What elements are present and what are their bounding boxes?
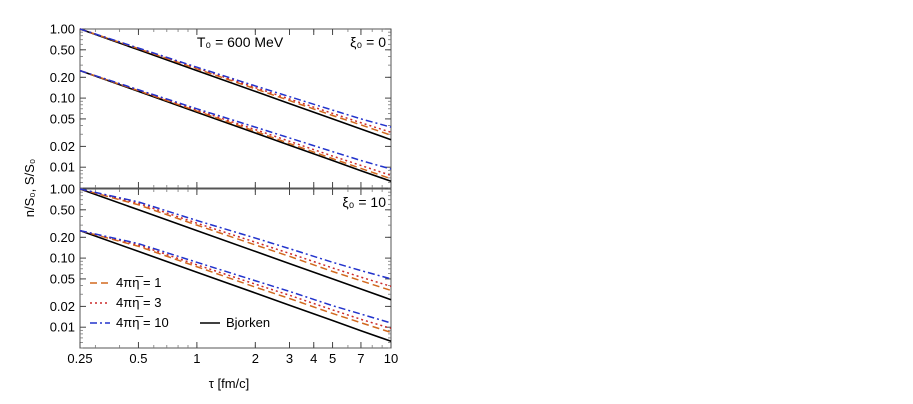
x-tick-label: 0.25 — [67, 351, 92, 366]
panel-top: 1.00 0.50 0.20 0.10 0.05 0.02 0.01 — [50, 22, 392, 189]
y-tick-label: 0.10 — [50, 91, 75, 106]
y-tick-label: 1.00 — [50, 22, 75, 37]
series-line-s-s0-dotted — [79, 188, 392, 288]
x-tick-label: 0.5 — [129, 351, 147, 366]
y-tick-label: 0.50 — [50, 202, 75, 217]
series-line-n-s0-dashdot — [79, 69, 392, 170]
annotation-temperature: T₀ = 600 MeV — [197, 34, 284, 50]
y-tick-label: 1.00 — [50, 182, 75, 197]
legend-entry-label: 4πη̅ = 3 — [116, 295, 161, 310]
y-tick-label: 0.02 — [50, 299, 75, 314]
panels: 1.00 0.50 0.20 0.10 0.05 0.02 0.01 1.00 0.50 0.20… — [50, 22, 399, 367]
x-tick-label: 2 — [252, 351, 259, 366]
series-line-n-s0-dashed — [79, 229, 392, 334]
annotation-xi0-bottom: ξ₀ = 10 — [342, 194, 386, 210]
series-line-s-s0-dashed — [79, 188, 392, 292]
y-tick-label: 0.01 — [50, 160, 75, 175]
series-line-s-s0-dashdot — [79, 28, 392, 128]
panel-bottom: 1.00 0.50 0.20 0.10 0.05 0.02 0.01 0.25 0.5 1 2 3 4 5… — [50, 182, 399, 367]
x-tick-label: 10 — [384, 351, 398, 366]
series-line-n-s0-solid — [79, 229, 392, 343]
legend: 4πη̅ = 1 4πη̅ = 3 4πη̅ = 10 Bjorken — [90, 275, 270, 330]
x-tick-label: 5 — [329, 351, 336, 366]
x-axis-title: τ [fm/c] — [209, 376, 250, 391]
y-tick-label: 0.50 — [50, 42, 75, 57]
y-tick-label: 0.05 — [50, 271, 75, 286]
x-tick-label: 3 — [286, 351, 293, 366]
series-line-n-s0-dashed — [79, 69, 392, 180]
legend-entry-label: 4πη̅ = 1 — [116, 275, 161, 290]
y-tick-label: 0.02 — [50, 139, 75, 154]
x-tick-label: 7 — [357, 351, 364, 366]
y-tick-label: 0.01 — [50, 320, 75, 335]
series-line-s-s0-solid — [79, 188, 392, 301]
annotation-xi0-top: ξ₀ = 0 — [350, 34, 386, 50]
x-tick-label: 4 — [310, 351, 317, 366]
y-tick-label: 0.10 — [50, 251, 75, 266]
series-line-s-s0-solid — [79, 28, 392, 141]
series-line-n-s0-dotted — [79, 229, 392, 330]
y-tick-label: 0.20 — [50, 70, 75, 85]
legend-entry-label: Bjorken — [226, 315, 270, 330]
legend-entry-label: 4πη̅ = 10 — [116, 315, 169, 330]
y-tick-label: 0.20 — [50, 230, 75, 245]
series-line-n-s0-dashdot — [79, 229, 392, 324]
x-tick-label: 1 — [193, 351, 200, 366]
y-axis-title: n/S₀, S/S₀ — [22, 159, 37, 217]
y-tick-label: 0.05 — [50, 111, 75, 126]
series-line-s-s0-dashdot — [79, 188, 392, 280]
